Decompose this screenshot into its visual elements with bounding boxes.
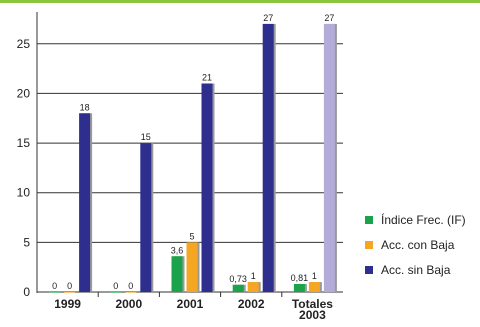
bar-1-0 (110, 292, 122, 293)
legend-swatch (365, 241, 373, 249)
bar-2-1 (186, 242, 198, 292)
data-label: 18 (80, 102, 90, 112)
y-tick-label: 15 (17, 136, 31, 150)
legend-swatch (365, 266, 373, 274)
data-label: 0 (113, 281, 118, 291)
y-tick-label: 20 (17, 86, 31, 100)
bar-3-2 (262, 23, 274, 293)
bar-4-1 (308, 282, 320, 292)
bar-3-1 (247, 282, 259, 292)
bar-0-0 (49, 292, 61, 293)
data-label: 0 (52, 281, 57, 291)
y-tick-label: 25 (17, 37, 31, 51)
data-label: 0 (67, 281, 72, 291)
category-label: 2002 (238, 297, 265, 311)
category-label: 2003 (299, 308, 326, 322)
y-tick-label: 5 (23, 235, 30, 249)
bar-3-0 (232, 284, 244, 292)
data-label: 0,73 (229, 274, 247, 284)
data-label: 15 (141, 132, 151, 142)
data-label: 27 (324, 13, 334, 23)
y-tick-label: 10 (17, 186, 31, 200)
bar-2-2 (201, 83, 213, 292)
category-label: 1999 (54, 297, 81, 311)
legend-label: Índice Frec. (IF) (381, 212, 466, 227)
data-label: 0 (128, 281, 133, 291)
legend-label: Acc. con Baja (381, 238, 455, 252)
legend-label: Acc. sin Baja (381, 263, 451, 277)
bar-4-0 (293, 283, 305, 292)
legend-swatch (365, 216, 373, 224)
y-tick-label: 0 (23, 285, 30, 299)
bar-1-2 (140, 143, 152, 292)
top-accent-line (0, 0, 480, 3)
data-label: 27 (263, 13, 273, 23)
category-label: 2001 (177, 297, 204, 311)
data-label: 0,81 (291, 273, 309, 283)
data-label: 1 (251, 271, 256, 281)
data-label: 3,6 (171, 245, 184, 255)
data-label: 21 (202, 73, 212, 83)
bar-0-2 (79, 113, 91, 293)
data-label: 5 (189, 231, 194, 241)
category-label: 2000 (115, 297, 142, 311)
category-label: Totales (292, 297, 333, 311)
data-label: 1 (312, 271, 317, 281)
bar-4-2 (323, 23, 335, 293)
bar-1-1 (125, 292, 137, 293)
bar-0-1 (64, 292, 76, 293)
bar-2-0 (171, 256, 183, 292)
